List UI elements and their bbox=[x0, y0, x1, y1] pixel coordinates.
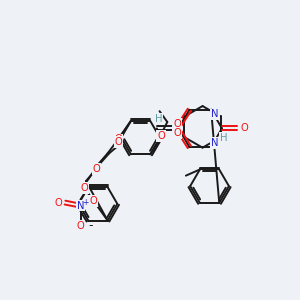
Text: N: N bbox=[77, 201, 84, 211]
Text: O: O bbox=[80, 183, 88, 193]
Text: O: O bbox=[173, 128, 181, 138]
Text: O: O bbox=[173, 119, 181, 129]
Text: O: O bbox=[89, 196, 97, 206]
Text: N: N bbox=[211, 109, 219, 119]
Text: O: O bbox=[55, 198, 63, 208]
Text: +: + bbox=[82, 198, 88, 207]
Text: O: O bbox=[241, 123, 248, 134]
Text: -: - bbox=[88, 219, 93, 232]
Text: N: N bbox=[211, 138, 219, 148]
Text: O: O bbox=[115, 134, 122, 144]
Text: H: H bbox=[220, 133, 227, 143]
Text: O: O bbox=[93, 164, 101, 174]
Text: O: O bbox=[115, 137, 122, 147]
Text: O: O bbox=[76, 221, 84, 231]
Text: H: H bbox=[155, 114, 162, 124]
Text: O: O bbox=[157, 131, 165, 141]
